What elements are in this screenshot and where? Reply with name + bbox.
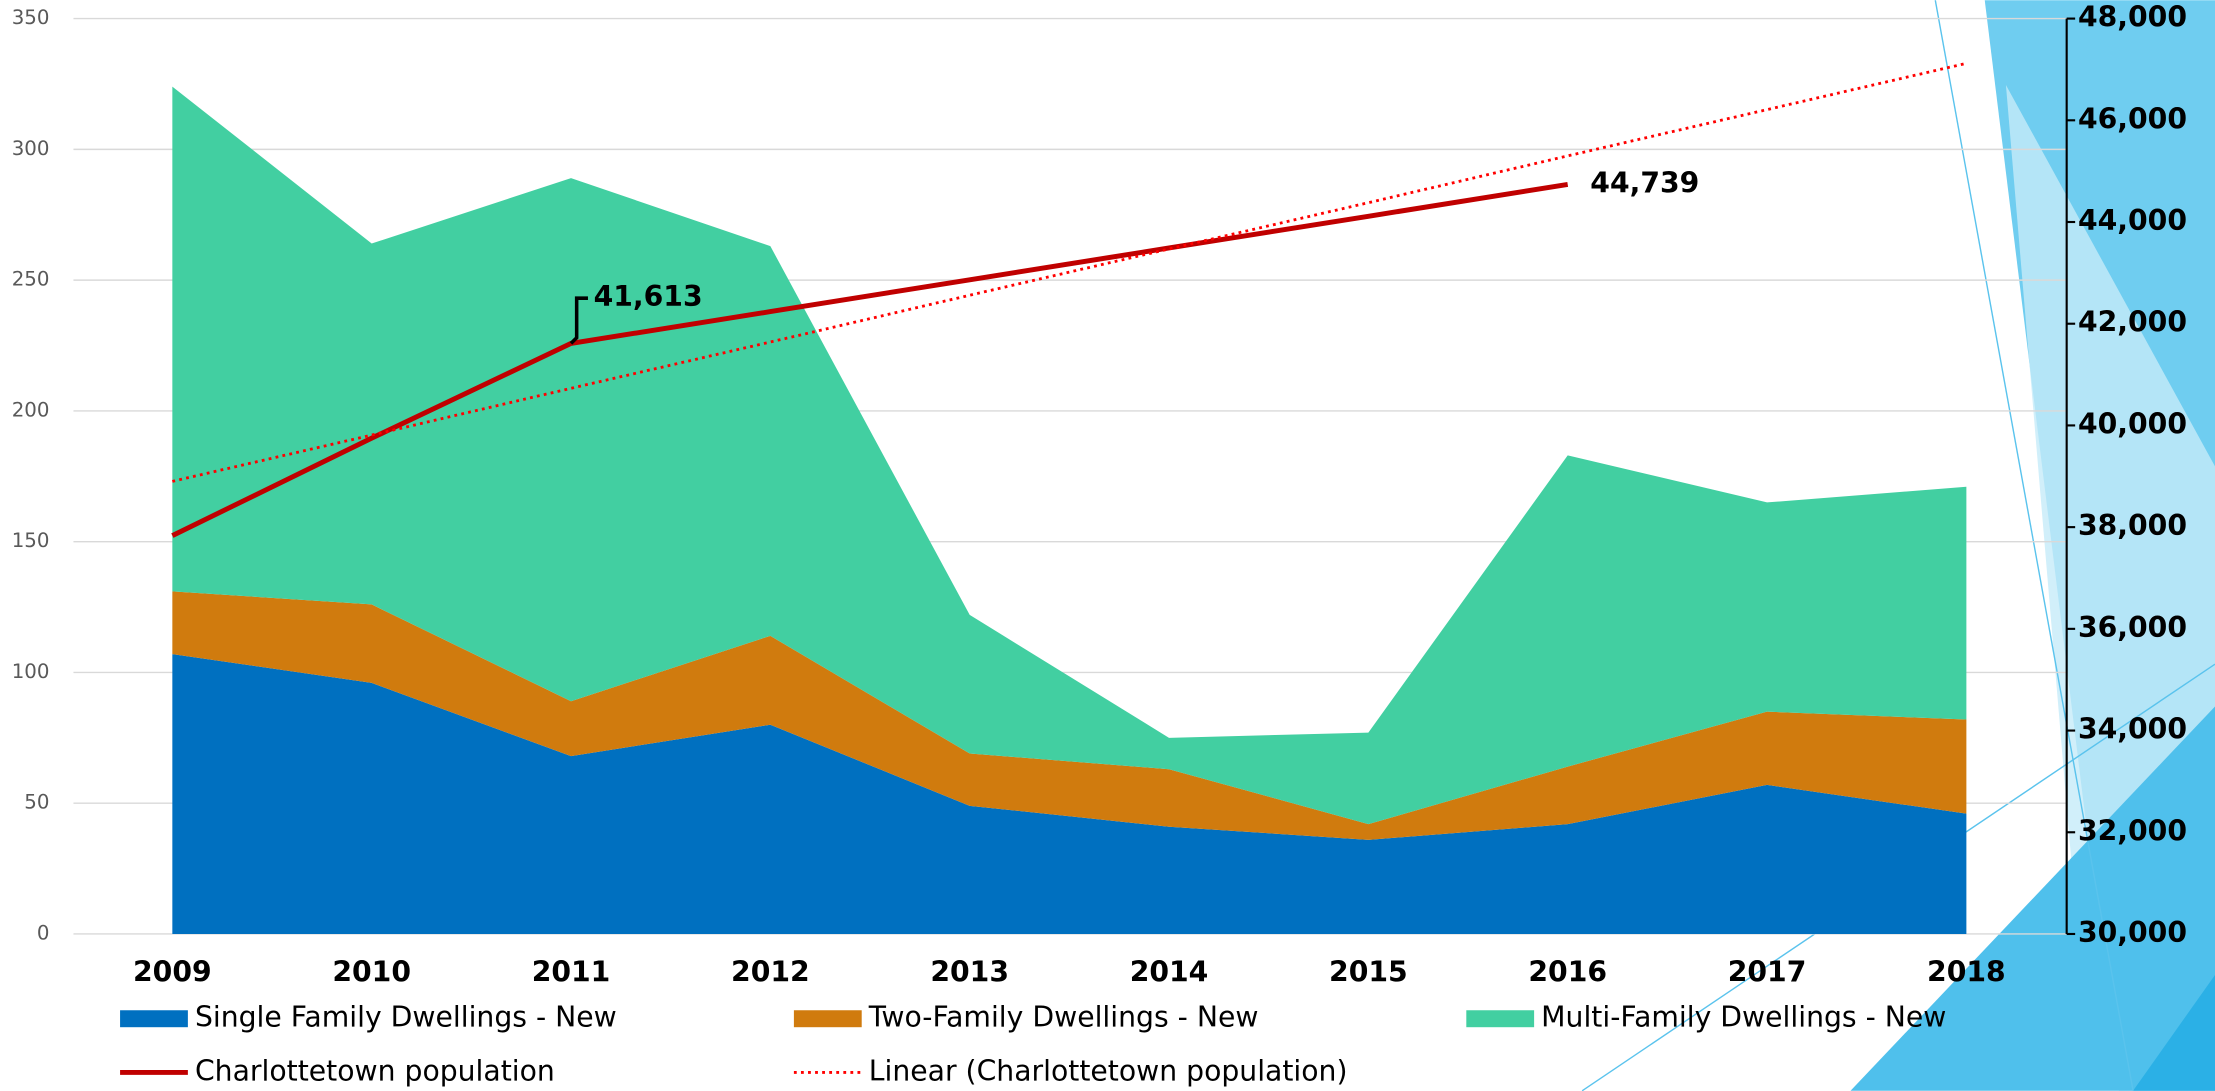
y-tick-label: 0 (37, 921, 50, 944)
x-tick-label: 2013 (930, 956, 1009, 989)
y-tick-label: 50 (24, 791, 49, 814)
page: {"chart_data": { "type": "area", "catego… (0, 0, 2215, 1091)
y2-tick-label: 30,000 (2078, 916, 2187, 949)
y-tick-label: 100 (12, 660, 50, 683)
y2-tick-label: 44,000 (2078, 204, 2187, 237)
y2-tick-label: 32,000 (2078, 814, 2187, 847)
y2-tick-label: 46,000 (2078, 102, 2187, 135)
y2-tick-label: 40,000 (2078, 407, 2187, 440)
y2-tick-label: 36,000 (2078, 611, 2187, 644)
data-label: 44,739 (1590, 166, 1699, 199)
y-tick-label: 200 (12, 398, 50, 421)
legend-label: Multi-Family Dwellings - New (1541, 1001, 1946, 1034)
x-tick-label: 2014 (1130, 956, 1209, 989)
legend-swatch (1466, 1010, 1534, 1027)
x-tick-label: 2015 (1329, 956, 1408, 989)
y-tick-label: 150 (12, 529, 50, 552)
x-tick-label: 2016 (1528, 956, 1607, 989)
data-label: 41,613 (594, 280, 703, 313)
y2-tick-label: 42,000 (2078, 306, 2187, 339)
y-tick-label: 300 (12, 137, 50, 160)
y2-tick-label: 48,000 (2078, 1, 2187, 34)
x-tick-label: 2018 (1927, 956, 2006, 989)
y2-tick-label: 38,000 (2078, 509, 2187, 542)
x-tick-label: 2010 (332, 956, 411, 989)
legend-label: Linear (Charlottetown population) (869, 1054, 1348, 1087)
x-tick-label: 2009 (133, 956, 212, 989)
y-tick-label: 250 (12, 268, 50, 291)
x-tick-label: 2012 (731, 956, 810, 989)
chart: 0 50 100 150 200 250 300 350 30,000 32,000 34,000 3… (0, 0, 2215, 1091)
legend-swatch (120, 1010, 188, 1027)
x-tick-label: 2017 (1728, 956, 1807, 989)
legend-label: Two-Family Dwellings - New (868, 1001, 1259, 1034)
legend-label: Charlottetown population (195, 1054, 555, 1087)
y2-tick-label: 34,000 (2078, 713, 2187, 746)
legend-swatch (794, 1010, 862, 1027)
x-tick-label: 2011 (532, 956, 611, 989)
legend-label: Single Family Dwellings - New (195, 1001, 617, 1034)
y-tick-label: 350 (12, 6, 50, 29)
